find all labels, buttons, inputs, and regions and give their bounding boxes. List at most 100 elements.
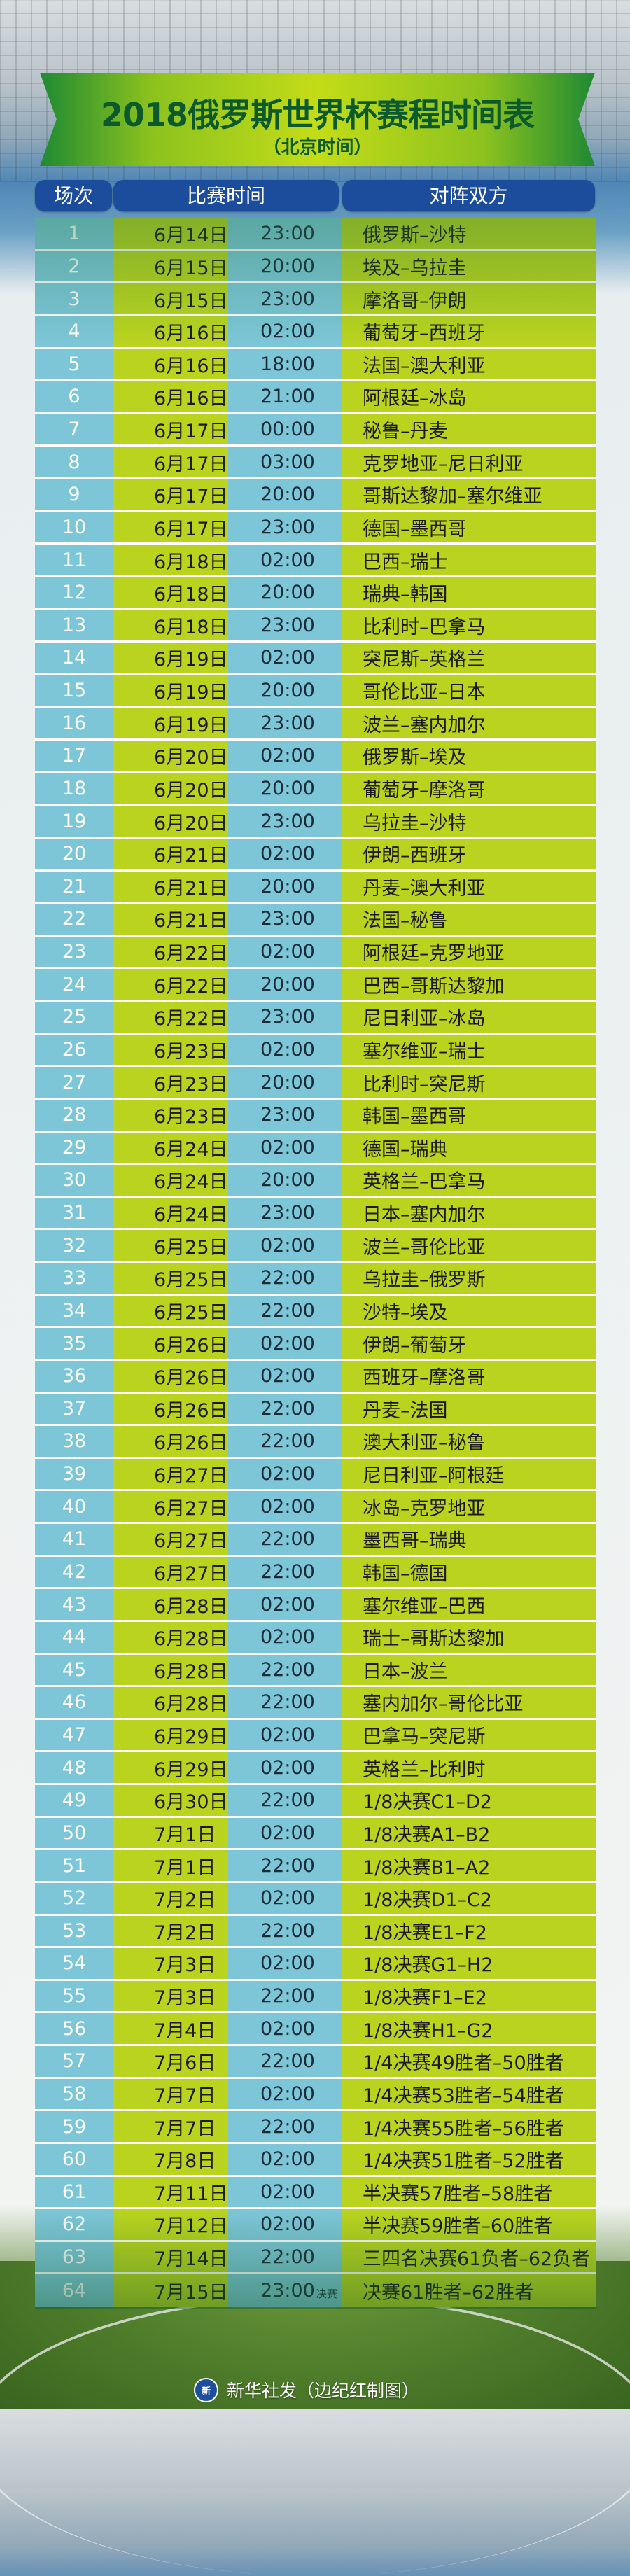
match-time-cell: 21:00 — [228, 382, 342, 412]
match-teams: 墨西哥–瑞典 — [363, 1530, 467, 1553]
match-teams-cell: 1/4决赛49胜者–50胜者 — [342, 2046, 596, 2077]
match-date: 7月3日 — [154, 1987, 216, 2010]
match-teams-cell: 乌拉圭–俄罗斯 — [342, 1263, 596, 1294]
match-time: 18:00 — [260, 353, 315, 375]
match-teams: 半决赛57胜者–58胜者 — [363, 2183, 553, 2205]
table-row: 25 6月22日 23:00 尼日利亚–冰岛 — [35, 1002, 596, 1035]
table-row: 22 6月21日 23:00 法国–秘鲁 — [35, 904, 596, 937]
match-time-cell: 02:00 — [228, 2176, 342, 2208]
match-date: 6月24日 — [154, 1204, 228, 1226]
match-teams-cell: 巴西–哥斯达黎加 — [342, 969, 596, 1000]
match-number: 59 — [62, 2115, 87, 2138]
match-date-cell: 6月29日 — [113, 1752, 228, 1783]
table-row: 17 6月20日 02:00 俄罗斯–埃及 — [35, 741, 596, 774]
match-time-cell: 02:00 — [228, 1132, 342, 1163]
match-number: 42 — [62, 1560, 87, 1583]
table-row: 38 6月26日 22:00 澳大利亚–秘鲁 — [35, 1426, 596, 1459]
page-subtitle: （北京时间） — [262, 137, 372, 158]
match-number-cell: 38 — [35, 1426, 113, 1457]
match-date: 6月27日 — [154, 1562, 228, 1585]
match-time: 23:00 — [260, 516, 315, 538]
match-date-cell: 6月27日 — [113, 1556, 228, 1588]
match-teams: 巴拿马–突尼斯 — [363, 1726, 486, 1749]
match-date: 6月19日 — [154, 649, 228, 671]
match-teams-cell: 塞内加尔–哥伦比亚 — [342, 1687, 596, 1718]
match-number: 54 — [62, 1952, 87, 1975]
match-number: 22 — [62, 908, 87, 930]
match-number-cell: 59 — [35, 2111, 113, 2142]
match-time: 02:00 — [260, 745, 315, 767]
match-number-cell: 2 — [35, 251, 113, 282]
match-date-cell: 6月25日 — [113, 1295, 228, 1326]
match-teams-cell: 西班牙–摩洛哥 — [342, 1360, 596, 1392]
table-row: 6 6月16日 21:00 阿根廷–冰岛 — [35, 382, 596, 414]
match-teams: 秘鲁–丹麦 — [363, 421, 448, 443]
match-date: 6月25日 — [154, 1236, 228, 1259]
table-row: 46 6月28日 22:00 塞内加尔–哥伦比亚 — [35, 1687, 596, 1720]
match-date-cell: 6月27日 — [113, 1458, 228, 1490]
match-teams: 韩国–墨西哥 — [363, 1106, 467, 1128]
table-row: 24 6月22日 20:00 巴西–哥斯达黎加 — [35, 969, 596, 1002]
match-time-cell: 22:00 — [228, 1850, 342, 1881]
match-teams: 丹麦–澳大利亚 — [363, 877, 486, 899]
match-number-cell: 53 — [35, 1915, 113, 1947]
match-time-cell: 22:00 — [228, 1687, 342, 1718]
match-teams-cell: 法国–秘鲁 — [342, 904, 596, 934]
match-date-cell: 7月4日 — [113, 2013, 228, 2044]
match-date-cell: 6月23日 — [113, 1099, 228, 1130]
table-row: 52 7月2日 02:00 1/8决赛D1–C2 — [35, 1882, 596, 1916]
match-date-cell: 6月22日 — [113, 936, 228, 967]
match-teams-cell: 尼日利亚–冰岛 — [342, 1002, 596, 1032]
match-teams-cell: 突尼斯–英格兰 — [342, 643, 596, 673]
match-date: 7月6日 — [154, 2052, 216, 2075]
match-date: 6月30日 — [154, 1791, 228, 1814]
match-number: 61 — [62, 2180, 87, 2203]
match-time: 02:00 — [260, 1626, 315, 1648]
match-time: 23:00 — [260, 1202, 315, 1224]
match-number-cell: 17 — [35, 741, 113, 771]
match-number-cell: 61 — [35, 2176, 113, 2208]
column-header-teams: 对阵双方 — [342, 180, 595, 211]
match-teams-cell: 哥斯达黎加–塞尔维亚 — [342, 479, 596, 510]
match-teams: 波兰–塞内加尔 — [363, 714, 486, 736]
match-teams: 1/8决赛H1–G2 — [363, 2019, 493, 2042]
match-time-cell: 00:00 — [228, 414, 342, 445]
match-teams: 俄罗斯–沙特 — [363, 225, 467, 247]
match-number-cell: 42 — [35, 1556, 113, 1588]
match-teams: 冰岛–克罗地亚 — [363, 1497, 486, 1520]
column-header-match-time: 比赛时间 — [113, 180, 339, 211]
match-date: 6月27日 — [154, 1497, 228, 1520]
match-number: 56 — [62, 2017, 87, 2040]
match-teams-cell: 伊朗–西班牙 — [342, 838, 596, 869]
match-teams: 1/8决赛D1–C2 — [363, 1889, 492, 1912]
match-number: 52 — [62, 1887, 87, 1910]
match-number-cell: 6 — [35, 382, 113, 412]
match-number-cell: 14 — [35, 643, 113, 673]
match-teams-cell: 阿根廷–冰岛 — [342, 382, 596, 412]
match-number: 21 — [62, 875, 87, 897]
match-date: 6月25日 — [154, 1301, 228, 1324]
match-date-cell: 6月20日 — [113, 741, 228, 771]
match-time-cell: 22:00 — [228, 1915, 342, 1947]
match-date: 6月17日 — [154, 518, 228, 540]
match-time: 02:00 — [260, 647, 315, 669]
match-date: 6月20日 — [154, 747, 228, 769]
table-row: 7 6月17日 00:00 秘鲁–丹麦 — [35, 414, 596, 447]
match-date-cell: 6月17日 — [113, 414, 228, 445]
match-time: 02:00 — [260, 1821, 315, 1844]
match-date-cell: 6月25日 — [113, 1263, 228, 1294]
match-date-cell: 6月18日 — [113, 577, 228, 608]
match-time: 22:00 — [260, 2050, 315, 2073]
match-time: 02:00 — [260, 2017, 315, 2040]
match-date-cell: 6月26日 — [113, 1360, 228, 1392]
match-date: 7月11日 — [154, 2183, 228, 2205]
match-time: 23:00 — [260, 288, 315, 310]
match-number: 33 — [62, 1267, 87, 1289]
match-number: 26 — [62, 1038, 87, 1060]
match-teams-cell: 德国–墨西哥 — [342, 512, 596, 543]
match-time-cell: 20:00 — [228, 251, 342, 282]
match-time-cell: 02:00 — [228, 1589, 342, 1620]
match-number: 44 — [62, 1626, 87, 1648]
match-number-cell: 63 — [35, 2241, 113, 2273]
match-number-cell: 23 — [35, 936, 113, 967]
